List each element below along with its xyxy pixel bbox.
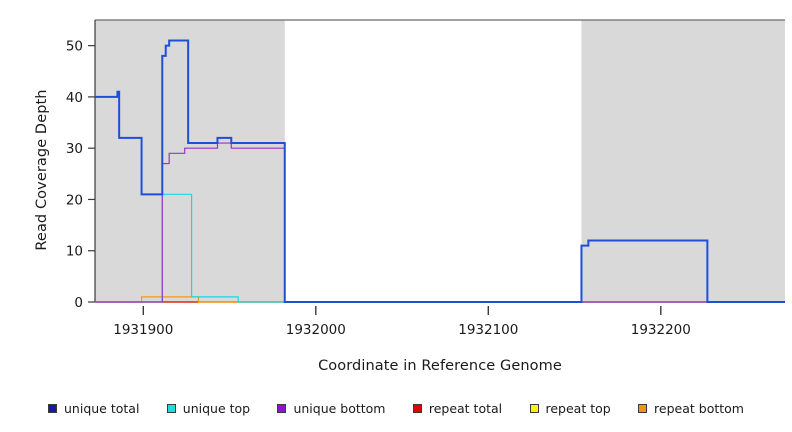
chart-legend: unique total unique top unique bottom repea… <box>0 396 792 420</box>
series-line-unique-total <box>95 39 785 303</box>
legend-label: unique top <box>182 400 251 416</box>
legend-label: repeat total <box>428 400 503 416</box>
shaded-region-0 <box>95 20 285 302</box>
legend-item-repeat-total: repeat total <box>412 400 503 416</box>
legend-swatch-icon <box>412 403 422 413</box>
legend-swatch-icon <box>638 403 648 413</box>
legend-swatch-icon <box>48 403 57 413</box>
legend-item-unique-bottom: unique bottom <box>277 400 386 416</box>
y-tick-label-3: 30 <box>66 141 83 157</box>
y-tick-label-4: 40 <box>66 90 83 106</box>
x-tick-label-0: 1931900 <box>113 322 173 338</box>
legend-label: repeat bottom <box>654 400 744 416</box>
series-line-unique-bottom <box>95 142 785 303</box>
y-tick-label-1: 10 <box>66 244 83 260</box>
legend-item-repeat-bottom: repeat bottom <box>638 401 744 416</box>
shaded-region-1 <box>581 20 785 302</box>
legend-item-unique-total: unique total <box>48 401 139 416</box>
y-tick-label-2: 20 <box>66 192 83 208</box>
legend-label: unique bottom <box>293 400 386 416</box>
legend-item-repeat-top: repeat top <box>529 400 611 416</box>
y-axis-label: Read Coverage Depth <box>34 89 50 251</box>
x-tick-label-2: 1932100 <box>458 322 518 338</box>
y-tick-label-0: 0 <box>74 295 83 311</box>
x-tick-label-1: 1932000 <box>286 322 346 338</box>
x-axis-label: Coordinate in Reference Genome <box>318 358 562 374</box>
legend-swatch-icon <box>529 403 539 413</box>
legend-swatch-icon <box>166 403 176 413</box>
legend-label: repeat top <box>545 400 611 416</box>
legend-label: unique total <box>64 400 140 416</box>
y-tick-label-5: 50 <box>66 39 83 55</box>
legend-item-unique-top: unique top <box>166 400 251 416</box>
legend-swatch-icon <box>277 403 287 413</box>
x-tick-label-3: 1932200 <box>631 322 691 338</box>
